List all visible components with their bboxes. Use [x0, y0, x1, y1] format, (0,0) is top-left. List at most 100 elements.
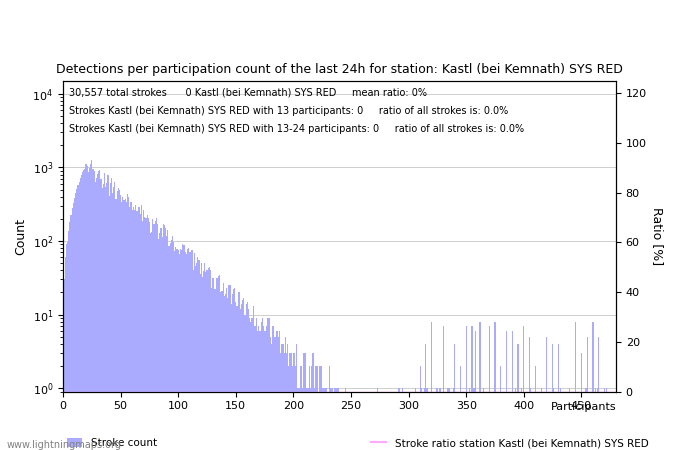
Bar: [139, 214, 141, 450]
Bar: [454, 344, 455, 450]
Bar: [517, 344, 519, 450]
Bar: [198, 260, 200, 450]
Bar: [225, 294, 226, 450]
Bar: [212, 279, 214, 450]
Bar: [157, 224, 158, 450]
Bar: [483, 388, 484, 450]
Bar: [108, 196, 110, 450]
Bar: [132, 210, 133, 450]
Bar: [153, 224, 155, 450]
Bar: [167, 230, 169, 450]
Bar: [78, 181, 80, 450]
Bar: [273, 326, 274, 450]
Bar: [136, 212, 137, 450]
Bar: [558, 344, 559, 450]
Bar: [294, 353, 295, 450]
Bar: [66, 244, 67, 450]
Bar: [399, 388, 400, 450]
Bar: [169, 243, 171, 450]
Bar: [117, 191, 118, 450]
Bar: [331, 388, 332, 450]
Bar: [316, 366, 317, 450]
Bar: [99, 171, 100, 450]
Bar: [91, 160, 92, 450]
Bar: [253, 326, 255, 450]
Bar: [255, 326, 256, 450]
Bar: [94, 171, 95, 450]
Bar: [128, 197, 130, 450]
Bar: [175, 247, 176, 450]
Bar: [437, 388, 438, 450]
Bar: [127, 194, 128, 450]
Bar: [104, 173, 105, 450]
Bar: [105, 188, 106, 450]
Bar: [73, 202, 74, 450]
Bar: [335, 388, 337, 450]
Bar: [471, 326, 472, 450]
Bar: [284, 353, 285, 450]
Bar: [535, 366, 536, 450]
Bar: [247, 302, 248, 450]
Bar: [242, 300, 244, 450]
Bar: [317, 366, 318, 450]
Bar: [421, 388, 422, 450]
Bar: [112, 193, 113, 450]
Bar: [178, 254, 180, 450]
Bar: [325, 388, 326, 450]
Bar: [263, 326, 264, 450]
Bar: [220, 292, 221, 450]
Y-axis label: Ratio [%]: Ratio [%]: [650, 207, 664, 266]
Bar: [111, 178, 112, 450]
Bar: [285, 337, 286, 450]
Bar: [87, 166, 88, 450]
Bar: [424, 388, 426, 450]
Bar: [248, 309, 249, 450]
Bar: [194, 253, 195, 450]
Bar: [489, 326, 490, 450]
Legend: Stroke count, Stroke count station Kastl (bei Kemnath) SYS RED, Stroke ratio sta: Stroke count, Stroke count station Kastl…: [63, 434, 652, 450]
Bar: [292, 366, 293, 450]
Bar: [141, 205, 142, 450]
Bar: [328, 366, 330, 450]
Bar: [315, 366, 316, 450]
Bar: [162, 224, 164, 450]
Bar: [69, 222, 71, 450]
Bar: [201, 263, 202, 450]
Bar: [204, 263, 205, 450]
Bar: [183, 245, 185, 450]
Bar: [64, 257, 66, 450]
Bar: [135, 205, 136, 450]
Bar: [283, 344, 284, 450]
Bar: [301, 366, 302, 450]
Bar: [118, 188, 119, 450]
Bar: [474, 388, 475, 450]
Bar: [332, 388, 333, 450]
Bar: [323, 388, 324, 450]
Bar: [321, 388, 323, 450]
Bar: [113, 187, 114, 450]
Bar: [90, 163, 91, 450]
Bar: [281, 344, 283, 450]
Bar: [119, 190, 120, 450]
Bar: [160, 228, 162, 450]
Bar: [279, 331, 280, 450]
Bar: [512, 331, 513, 450]
Text: Participants: Participants: [550, 401, 616, 411]
Bar: [307, 388, 308, 450]
Bar: [146, 215, 148, 450]
Bar: [98, 171, 99, 450]
Bar: [106, 183, 107, 450]
Bar: [515, 388, 517, 450]
Bar: [521, 388, 522, 450]
Bar: [296, 344, 297, 450]
Bar: [606, 388, 608, 450]
Bar: [210, 270, 211, 450]
Bar: [290, 353, 292, 450]
Text: Strokes Kastl (bei Kemnath) SYS RED with 13 participants: 0     ratio of all str: Strokes Kastl (bei Kemnath) SYS RED with…: [69, 106, 508, 116]
Bar: [262, 318, 263, 450]
Bar: [122, 197, 123, 450]
Bar: [338, 388, 339, 450]
Bar: [166, 236, 167, 450]
Bar: [185, 252, 186, 450]
Bar: [219, 274, 220, 450]
